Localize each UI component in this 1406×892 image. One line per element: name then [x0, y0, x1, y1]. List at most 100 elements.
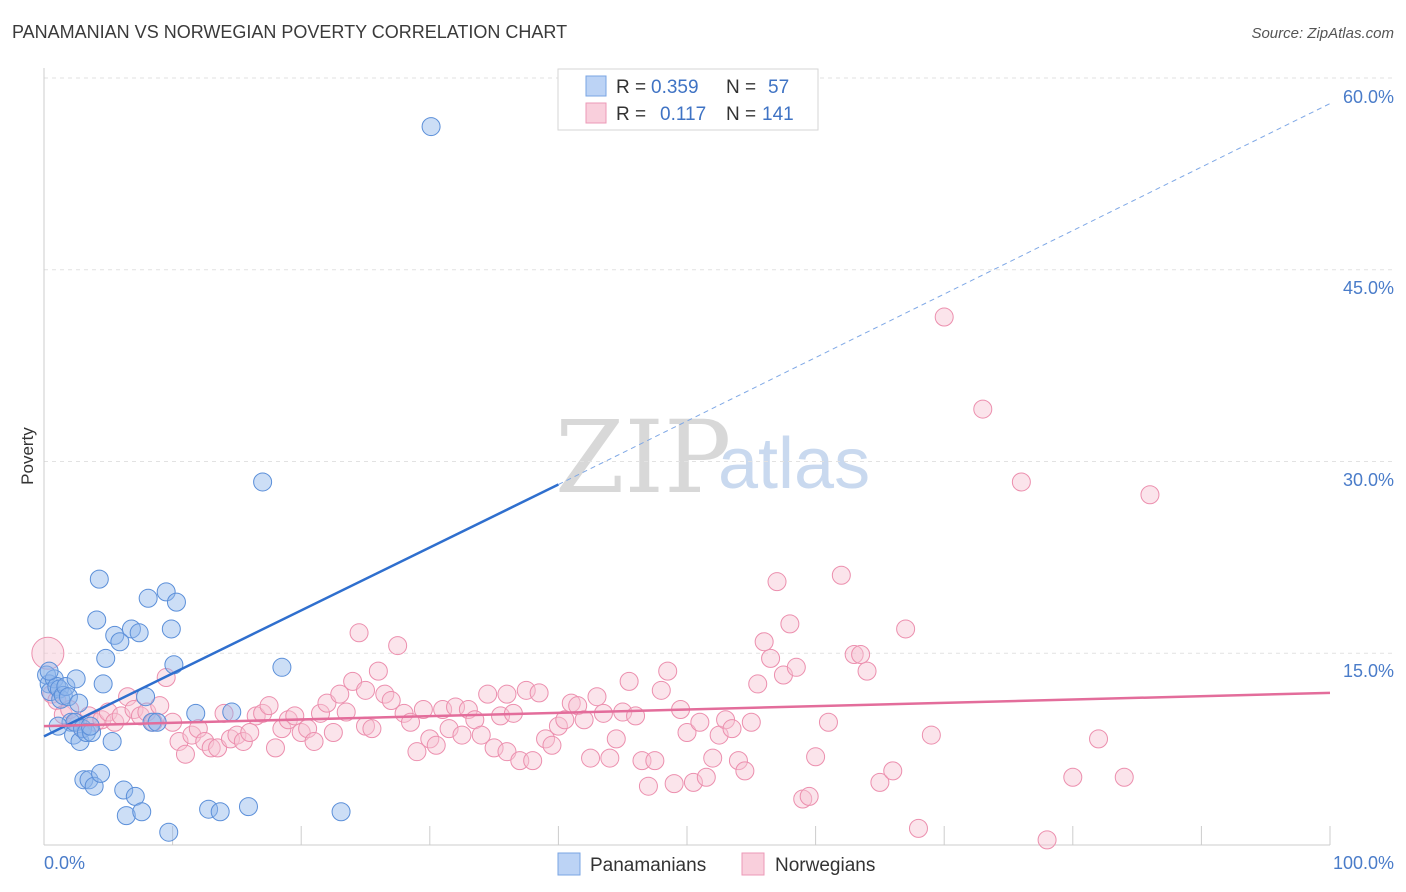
- norwegians-point: [388, 636, 408, 656]
- norwegians-point: [831, 565, 851, 585]
- norwegians-point: [973, 399, 993, 419]
- norwegians-point: [188, 719, 208, 739]
- norwegians-point: [606, 729, 626, 749]
- norwegians-point: [568, 696, 588, 716]
- panamanians-point: [39, 661, 59, 681]
- panamanians-point: [210, 802, 230, 822]
- series-legend: Panamanians Norwegians: [557, 852, 875, 876]
- norwegians-point: [368, 661, 388, 681]
- norwegians-point: [304, 731, 324, 751]
- norwegians-point: [748, 674, 768, 694]
- y-tick-label-30: 30.0%: [1343, 470, 1394, 490]
- norwegians-point: [471, 725, 491, 745]
- trendline-panamanians-extension: [558, 103, 1331, 485]
- norwegians-point: [587, 687, 607, 707]
- panamanians-point: [79, 770, 99, 790]
- panamanians-point: [253, 472, 273, 492]
- panamanians-point: [272, 657, 292, 677]
- stats-n-value-norwegians: 141: [762, 104, 794, 125]
- watermark-atlas: atlas: [718, 424, 870, 504]
- norwegians-point: [484, 738, 504, 758]
- norwegians-point: [201, 738, 221, 758]
- norwegians-point: [754, 632, 774, 652]
- norwegians-point: [696, 767, 716, 787]
- norwegians-point: [728, 751, 748, 771]
- panamanians-point: [138, 588, 158, 608]
- trend-layer: [43, 103, 1331, 738]
- norwegians-point: [741, 712, 761, 732]
- norwegians-point: [478, 684, 498, 704]
- stats-legend: R = 0.359 N = 57 R = 0.117 N = 141: [557, 68, 819, 131]
- norwegians-point: [381, 691, 401, 711]
- norwegians-point: [619, 671, 639, 691]
- legend-swatch-norwegians: [741, 852, 765, 876]
- watermark-zip: ZIP: [555, 399, 731, 516]
- norwegians-point: [356, 680, 375, 700]
- legend-label-panamanians: Panamanians: [590, 855, 706, 876]
- panamanians-point: [222, 702, 242, 722]
- norwegians-point: [870, 772, 890, 792]
- norwegians-point: [761, 648, 781, 668]
- norwegians-point: [542, 735, 562, 755]
- norwegians-point: [818, 712, 838, 732]
- norwegians-point: [555, 710, 575, 730]
- norwegians-point: [645, 751, 665, 771]
- norwegians-point: [330, 684, 350, 704]
- norwegians-point: [921, 725, 941, 745]
- panamanians-point: [129, 623, 149, 643]
- norwegians-point: [786, 657, 806, 677]
- panamanians-point: [102, 731, 122, 751]
- panamanians-point: [166, 592, 186, 612]
- norwegians-point: [651, 680, 671, 700]
- panamanians-point: [186, 703, 206, 723]
- panamanians-point: [87, 610, 107, 630]
- norwegians-point: [259, 696, 279, 716]
- norwegians-point: [664, 774, 684, 794]
- norwegians-point: [497, 684, 517, 704]
- norwegians-point: [908, 818, 928, 838]
- panamanians-point: [58, 687, 78, 707]
- panamanians-point: [331, 802, 351, 822]
- norwegians-point: [593, 703, 613, 723]
- panamanians-point: [421, 117, 441, 137]
- stats-n-label-panamanians: N =: [726, 77, 756, 98]
- norwegians-point: [690, 712, 710, 732]
- stats-r-value-norwegians: 0.117: [660, 104, 706, 125]
- norwegians-point: [362, 719, 382, 739]
- norwegians-point: [722, 719, 742, 739]
- norwegians-point: [323, 723, 343, 743]
- stats-r-label-norwegians: R =: [616, 104, 646, 125]
- panamanians-point: [110, 632, 130, 652]
- norwegians-point: [426, 735, 446, 755]
- panamanians-point: [74, 770, 94, 790]
- norwegians-point: [175, 744, 195, 764]
- norwegians-point: [253, 703, 273, 723]
- stats-r-label-panamanians: R =: [616, 77, 646, 98]
- y-axis-label: Poverty: [18, 427, 37, 485]
- norwegians-point: [703, 748, 723, 768]
- x-tick-label-max: 100.0%: [1333, 853, 1394, 873]
- norwegians-point: [413, 699, 433, 719]
- chart-title: PANAMANIAN VS NORWEGIAN POVERTY CORRELAT…: [12, 22, 567, 42]
- panamanians-point: [105, 625, 125, 645]
- panamanians-point: [156, 582, 176, 602]
- norwegians-point: [677, 723, 697, 743]
- chart-source: Source: ZipAtlas.com: [1251, 25, 1394, 42]
- panamanians-point: [93, 674, 113, 694]
- norwegians-point: [1037, 830, 1057, 850]
- norwegians-point: [240, 723, 260, 743]
- norwegians-point: [767, 572, 787, 592]
- stats-r-value-panamanians: 0.359: [651, 77, 699, 98]
- norwegians-point: [574, 710, 594, 730]
- norwegians-point: [529, 683, 549, 703]
- norwegians-point: [883, 761, 903, 781]
- norwegians-point: [265, 738, 285, 758]
- norwegians-point: [31, 636, 65, 670]
- panamanians-point: [89, 569, 109, 589]
- norwegians-point: [735, 761, 755, 781]
- norwegians-point: [851, 645, 871, 665]
- panamanians-point: [82, 723, 102, 743]
- legend-swatch-panamanians: [557, 852, 581, 876]
- norwegians-point: [658, 661, 678, 681]
- norwegians-point: [638, 776, 658, 796]
